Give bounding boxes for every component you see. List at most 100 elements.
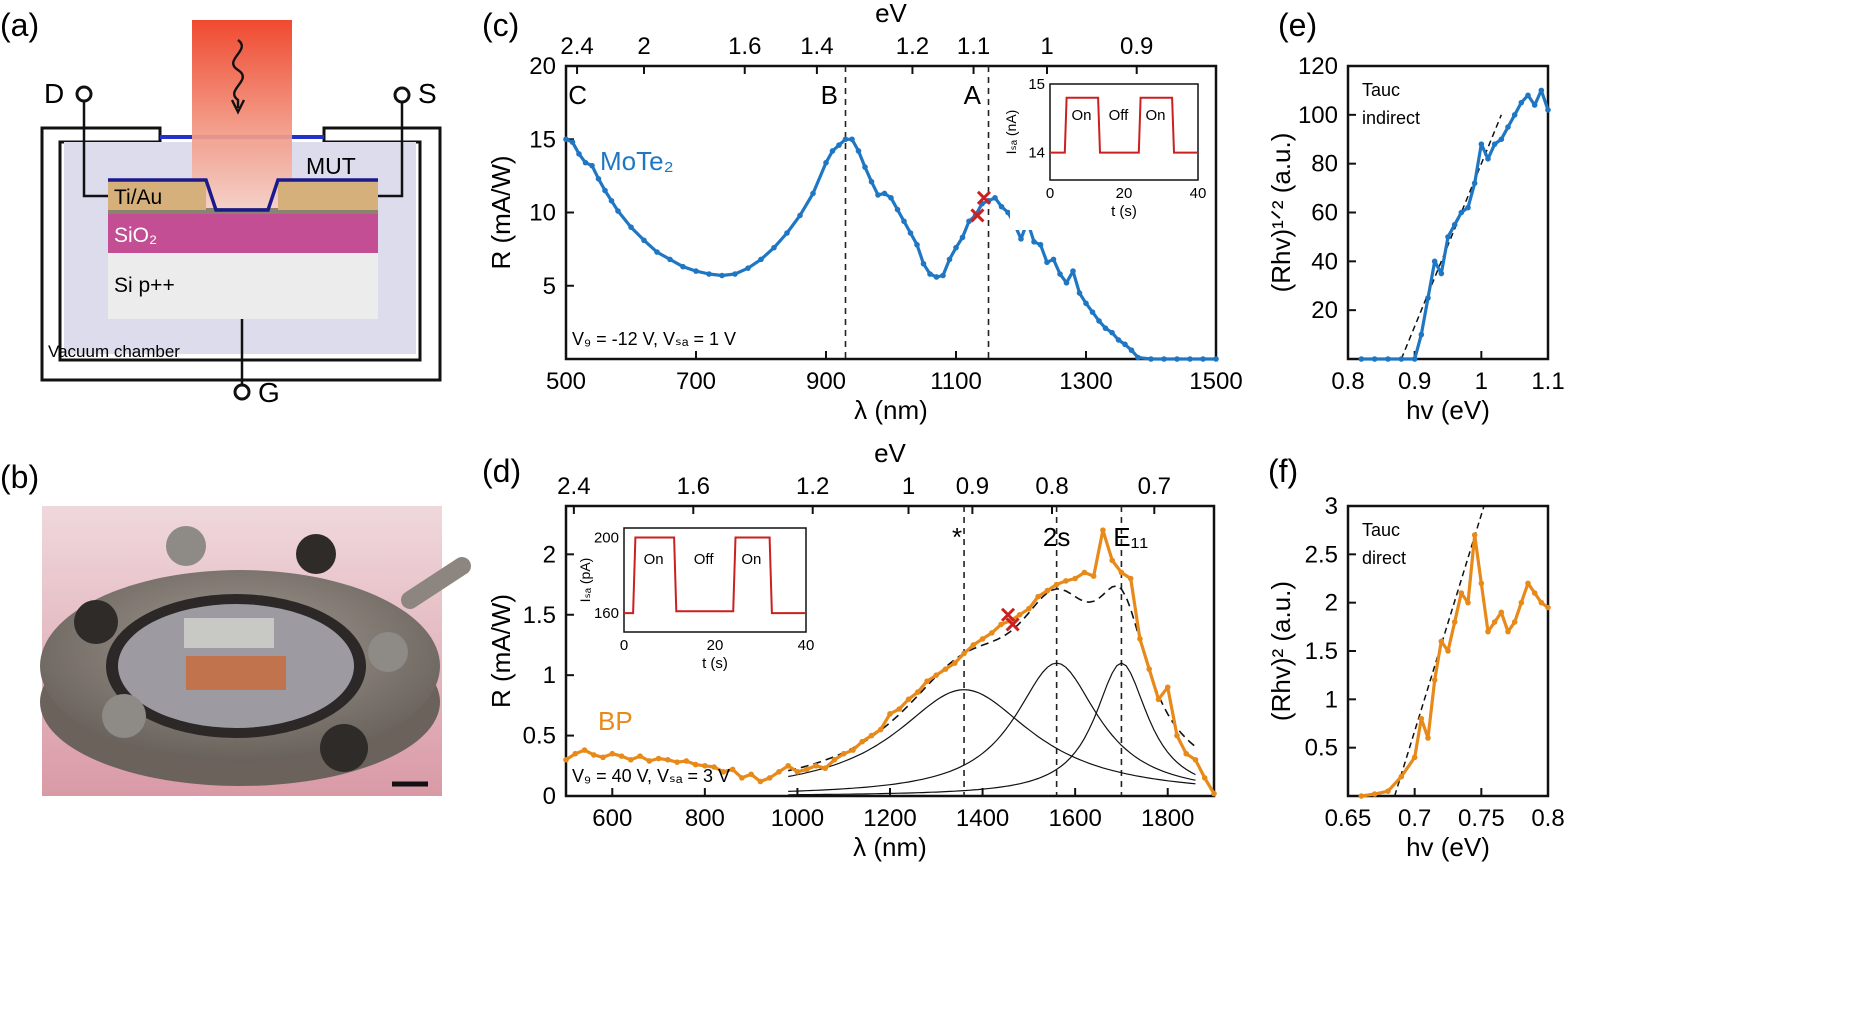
data-point [1505, 124, 1511, 130]
x-tick-label: 0.75 [1458, 805, 1505, 832]
cross-marker [976, 190, 992, 205]
data-point [1531, 590, 1538, 596]
data-point [946, 256, 953, 263]
data-point [1518, 599, 1525, 606]
y-tick-label: 2.5 [1305, 541, 1338, 568]
data-point [914, 689, 921, 695]
data-point [933, 274, 940, 280]
data-point [1438, 270, 1445, 277]
top-axis-label: eV [874, 440, 906, 468]
data-point [572, 750, 579, 757]
data-point [1358, 356, 1365, 362]
data-point [953, 244, 959, 251]
x-axis-label: λ (nm) [854, 395, 928, 425]
data-point [877, 726, 884, 733]
data-point [1115, 337, 1122, 343]
data-point [1089, 309, 1096, 315]
chamber-photo: (b) [0, 459, 471, 796]
x-tick-label: 1 [1475, 368, 1488, 395]
screw-6 [320, 724, 368, 772]
y-tick-label: 120 [1298, 53, 1338, 80]
linear-fit-line [1400, 114, 1503, 360]
panel-label-d: (d) [482, 453, 521, 489]
contact-left [108, 180, 206, 210]
source-terminal [393, 86, 411, 104]
sample-holder [184, 618, 274, 648]
data-point [797, 212, 803, 219]
data-point [836, 142, 842, 148]
data-point [952, 660, 958, 666]
data-point [615, 208, 621, 214]
inset-state-label: On [1145, 107, 1165, 124]
x-tick-label: 0.8 [1531, 805, 1564, 832]
data-point [850, 747, 856, 753]
peak-label: B [821, 80, 838, 110]
data-point [1451, 221, 1458, 228]
y-axis-label: R (mA/W) [486, 155, 516, 269]
inset-state-label: On [1071, 107, 1091, 124]
data-point [1418, 331, 1425, 338]
data-point [771, 244, 777, 251]
data-point [569, 139, 576, 145]
y-axis-label: R (mA/W) [486, 594, 516, 708]
top-tick-label: 2 [637, 33, 650, 60]
legend-text: indirect [1362, 108, 1420, 128]
data-point [758, 256, 764, 263]
x-tick-label: 0.8 [1331, 368, 1364, 395]
screw-4 [368, 632, 408, 672]
data-point [1063, 578, 1069, 584]
cross-marker [1000, 607, 1016, 622]
data-point [1146, 666, 1152, 672]
inset-y-label: Iₛₐ (pA) [577, 558, 593, 603]
inset-state-label: On [644, 551, 664, 568]
data-point [940, 272, 946, 279]
inset-x-tick-label: 0 [620, 637, 628, 654]
drain-terminal [75, 85, 93, 103]
data-point [992, 195, 998, 201]
data-point [840, 750, 847, 757]
data-point [907, 230, 914, 236]
data-point [1072, 575, 1078, 582]
data-point [1037, 241, 1044, 248]
x-axis-label: hv (eV) [1406, 832, 1490, 862]
data-point [966, 218, 972, 225]
y-tick-label: 0.5 [1305, 735, 1338, 762]
top-tick-label: 0.8 [1035, 473, 1068, 500]
data-point [1083, 300, 1089, 307]
data-point [1431, 677, 1438, 683]
data-point [1128, 347, 1135, 354]
inset-x-tick-label: 40 [1190, 185, 1207, 202]
data-point [1122, 341, 1128, 348]
data-point [859, 738, 866, 745]
series-label: MoTe₂ [600, 146, 674, 176]
inset-x-tick-label: 20 [1116, 185, 1133, 202]
data-point [1005, 209, 1011, 216]
data-point [914, 241, 920, 248]
data-point [1161, 356, 1167, 362]
data-point [1096, 318, 1102, 324]
data-point [1174, 732, 1180, 739]
screw-5 [102, 694, 146, 738]
panel-label-a: (a) [0, 7, 39, 43]
data-point [1070, 268, 1076, 274]
data-point [693, 268, 699, 274]
y-tick-label: 1 [1325, 686, 1338, 713]
y-tick-label: 20 [529, 53, 556, 80]
data-point [1050, 256, 1057, 263]
screw-2 [296, 534, 336, 574]
data-point [961, 650, 967, 657]
data-point [1425, 735, 1431, 741]
data-point [1109, 329, 1115, 336]
top-tick-label: 1 [1040, 33, 1053, 60]
device-schematic: (a) MUT Ti/Au SiO₂ Si p++ Vacuum chamber… [0, 7, 442, 408]
legend-text: Tauc [1362, 80, 1400, 100]
top-tick-label: 1.2 [896, 33, 929, 60]
data-point [888, 195, 894, 201]
data-point [595, 176, 602, 182]
data-point [1418, 715, 1425, 722]
x-tick-label: 1300 [1059, 368, 1112, 395]
x-axis-label: λ (nm) [853, 832, 927, 862]
data-point [1137, 636, 1143, 642]
x-tick-label: 1000 [771, 805, 824, 832]
inset-signal-line [624, 536, 806, 615]
